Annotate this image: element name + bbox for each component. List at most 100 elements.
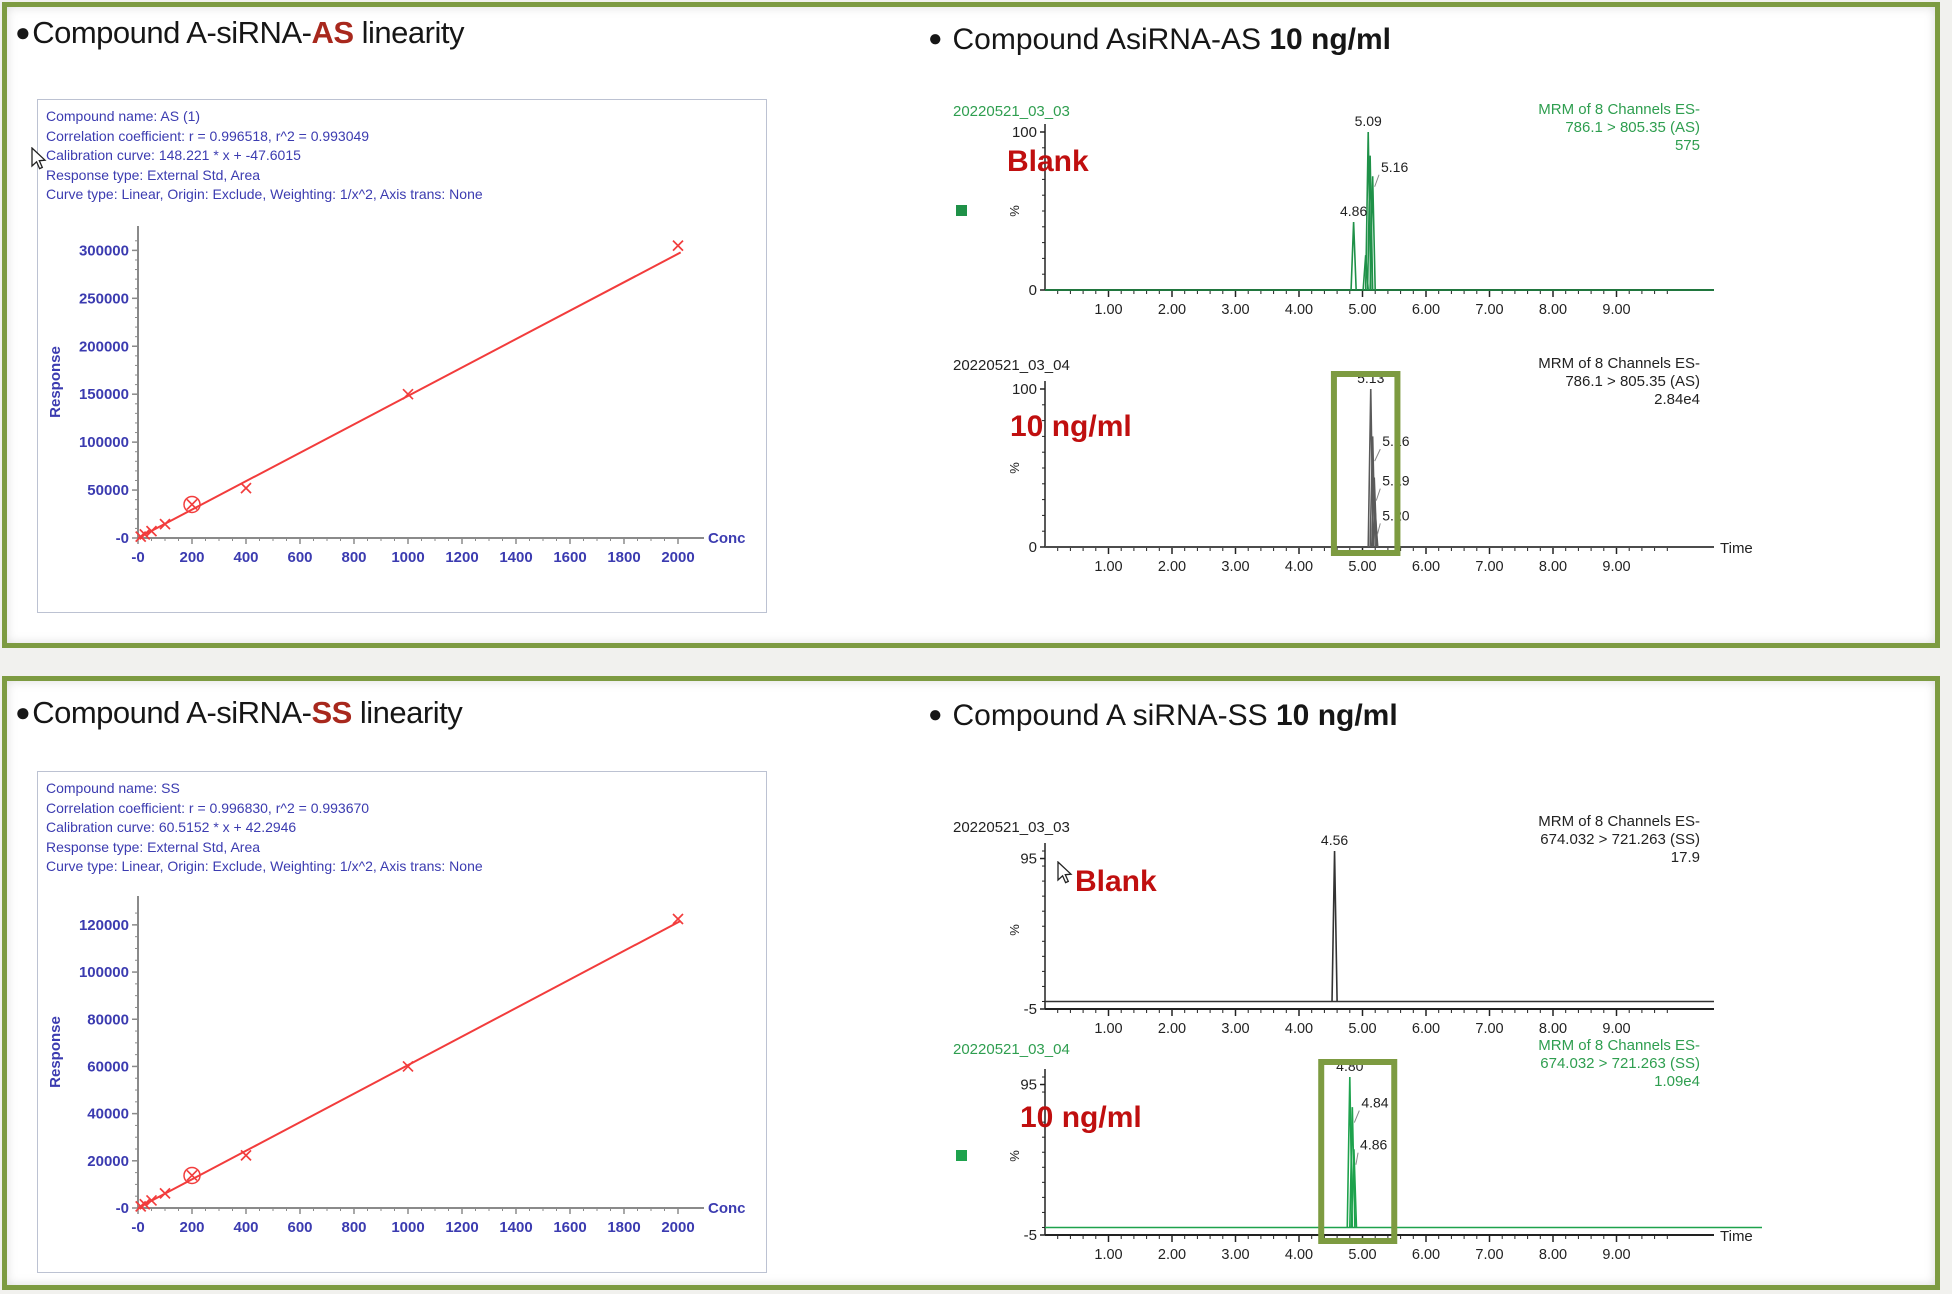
svg-text:1.00: 1.00 <box>1094 302 1122 318</box>
svg-text:1000: 1000 <box>391 549 424 566</box>
svg-text:2.00: 2.00 <box>1158 1021 1186 1037</box>
svg-text:6.00: 6.00 <box>1412 1247 1440 1263</box>
info-line: Compound name: AS (1) <box>46 108 201 124</box>
title-highlight: SS <box>311 695 352 730</box>
svg-text:7.00: 7.00 <box>1475 1247 1503 1263</box>
ss-chromatogram-title: ● Compound A siRNA-SS 10 ng/ml <box>928 699 1398 733</box>
y-axis-label: % <box>1007 1150 1022 1162</box>
y-axis-label: Response <box>47 1016 64 1088</box>
peak-trace <box>1371 512 1379 548</box>
svg-text:1.00: 1.00 <box>1094 1021 1122 1037</box>
peak-highlight-box <box>1330 371 1401 556</box>
svg-text:-5: -5 <box>1024 1001 1037 1018</box>
svg-text:95: 95 <box>1020 851 1037 868</box>
svg-text:-0: -0 <box>116 530 129 547</box>
svg-text:1000: 1000 <box>391 1219 424 1236</box>
svg-text:-5: -5 <box>1024 1227 1037 1244</box>
time-axis-label: Time <box>1720 1228 1753 1245</box>
title-text: Compound AsiRNA-AS <box>952 23 1270 56</box>
calibration-info-ss: Compound name: SS Correlation coefficien… <box>46 779 483 877</box>
info-line: Correlation coefficient: r = 0.996830, r… <box>46 799 370 816</box>
svg-text:400: 400 <box>233 1219 258 1236</box>
calibration-box-as: Compound name: AS (1) Correlation coeffi… <box>37 99 767 613</box>
title-text: Compound A-siRNA- <box>32 15 312 50</box>
svg-text:800: 800 <box>341 1219 366 1236</box>
svg-text:2.00: 2.00 <box>1158 559 1186 575</box>
mrm-line: 1.09e4 <box>1654 1073 1700 1090</box>
peak-trace <box>1331 850 1338 1002</box>
as-linearity-title: ●Compound A-siRNA-AS linearity <box>15 15 464 51</box>
svg-text:100: 100 <box>1012 124 1037 141</box>
info-line: Compound name: SS <box>46 780 180 796</box>
peak-label: 5.09 <box>1355 113 1382 129</box>
svg-text:600: 600 <box>287 549 312 566</box>
run-id: 20220521_03_04 <box>953 357 1070 374</box>
title-concentration: 10 ng/ml <box>1269 23 1392 56</box>
svg-text:3.00: 3.00 <box>1221 1247 1249 1263</box>
annotation-blank: Blank <box>1075 865 1157 898</box>
svg-text:1600: 1600 <box>553 549 586 566</box>
svg-text:6.00: 6.00 <box>1412 1021 1440 1037</box>
annotation-concentration: 10 ng/ml <box>1020 1101 1142 1134</box>
y-axis-label: % <box>1007 924 1022 936</box>
bullet-icon: ● <box>928 701 943 728</box>
mrm-header: MRM of 8 Channels ES- 786.1 > 805.35 (AS… <box>1300 101 1700 155</box>
run-id: 20220521_03_03 <box>953 819 1070 836</box>
svg-text:150000: 150000 <box>79 386 129 403</box>
svg-text:200: 200 <box>179 1219 204 1236</box>
info-line: Curve type: Linear, Origin: Exclude, Wei… <box>46 858 483 874</box>
legend-square-icon <box>956 1150 967 1161</box>
excluded-point-circle <box>183 1166 201 1185</box>
svg-text:8.00: 8.00 <box>1539 302 1567 318</box>
svg-text:2000: 2000 <box>661 1219 694 1236</box>
y-axis-label: % <box>1007 462 1022 474</box>
title-text-suffix: linearity <box>353 15 465 50</box>
svg-text:1800: 1800 <box>607 1219 640 1236</box>
ss-calibration-chart: 120000 100000 80000 60000 40000 20000 -0-0 200 4… <box>47 896 746 1236</box>
mrm-header: MRM of 8 Channels ES- 674.032 > 721.263 … <box>1300 1037 1700 1091</box>
mrm-line: 674.032 > 721.263 (SS) <box>1540 1055 1700 1072</box>
peak-trace <box>1367 388 1375 548</box>
mrm-line: 786.1 > 805.35 (AS) <box>1565 119 1700 136</box>
svg-text:5.00: 5.00 <box>1348 1247 1376 1263</box>
svg-text:800: 800 <box>341 549 366 566</box>
svg-text:40000: 40000 <box>87 1106 129 1123</box>
svg-text:-0: -0 <box>116 1200 129 1217</box>
svg-text:-0: -0 <box>131 549 144 566</box>
run-id: 20220521_03_03 <box>953 103 1070 120</box>
y-axis-label: Response <box>47 346 64 418</box>
title-text: Compound A-siRNA- <box>32 695 312 730</box>
as-chromatogram-title: ● Compound AsiRNA-AS 10 ng/ml <box>928 23 1391 57</box>
mrm-header: MRM of 8 Channels ES- 786.1 > 805.35 (AS… <box>1300 355 1700 409</box>
peak-label: 4.84 <box>1361 1095 1388 1111</box>
svg-text:8.00: 8.00 <box>1539 1247 1567 1263</box>
mrm-line: 786.1 > 805.35 (AS) <box>1565 373 1700 390</box>
info-line: Response type: External Std, Area <box>46 838 261 855</box>
as-calibration-chart: 300000 250000 200000 150000 100000 50000 -0-0 2… <box>47 226 746 566</box>
svg-text:-0: -0 <box>131 1219 144 1236</box>
svg-text:3.00: 3.00 <box>1221 559 1249 575</box>
svg-text:400: 400 <box>233 549 258 566</box>
svg-text:1200: 1200 <box>445 1219 478 1236</box>
as-blank-chromatogram: 100 0 1.00 2.00 3.00 4.00 5.00 6.00 7.00 8.00 9.00… <box>956 113 1714 318</box>
run-id: 20220521_03_04 <box>953 1041 1070 1058</box>
svg-text:1400: 1400 <box>499 1219 532 1236</box>
ss-blank-chromatogram: 95 -5 1.00 2.00 3.00 4.00 5.00 6.00 7.00 8.00 9.00… <box>1007 832 1714 1037</box>
svg-text:0: 0 <box>1029 282 1037 299</box>
peak-label: 4.56 <box>1321 832 1348 848</box>
svg-text:2000: 2000 <box>661 549 694 566</box>
svg-text:2.00: 2.00 <box>1158 1247 1186 1263</box>
mrm-header: MRM of 8 Channels ES- 674.032 > 721.263 … <box>1300 813 1700 867</box>
mouse-cursor-icon <box>1057 861 1073 884</box>
svg-text:9.00: 9.00 <box>1602 1247 1630 1263</box>
peak-trace <box>1350 222 1357 291</box>
panel-ss: ●Compound A-siRNA-SS linearity Compound … <box>2 676 1940 1290</box>
bullet-icon: ● <box>15 17 31 47</box>
calibration-info-as: Compound name: AS (1) Correlation coeffi… <box>46 107 483 205</box>
panel-as: ●Compound A-siRNA-AS linearity Compound … <box>2 2 1940 648</box>
svg-text:2.00: 2.00 <box>1158 302 1186 318</box>
peak-trace <box>1349 1107 1356 1228</box>
excluded-point-circle <box>183 495 201 514</box>
svg-text:200: 200 <box>179 549 204 566</box>
